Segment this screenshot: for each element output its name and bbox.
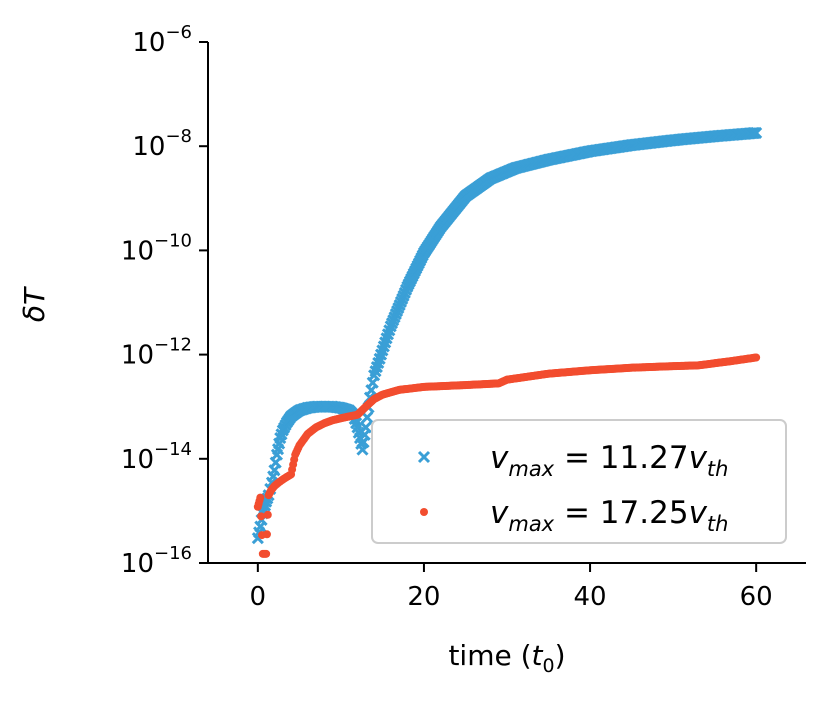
y-tick-label: 10−10 (121, 230, 192, 266)
data-point (752, 353, 761, 362)
data-point (750, 126, 763, 139)
x-axis-label: time (t0) (448, 639, 565, 677)
x-tick-label: 0 (250, 582, 267, 612)
legend-frame (371, 419, 787, 544)
legend-marker (420, 508, 428, 516)
y-ticks: 10−16 10−14 10−12 10−10 10−8 10−6 (121, 22, 208, 579)
series-2 (253, 353, 761, 558)
legend-label: vmax = 11.27vth (490, 440, 728, 481)
legend-label: vmax = 17.25vth (490, 495, 728, 536)
y-tick-label: 10−6 (132, 22, 192, 58)
data-point (262, 549, 271, 558)
y-axis-label: δT (18, 286, 51, 322)
data-point (359, 421, 372, 434)
y-tick-label: 10−8 (132, 126, 192, 162)
legend-entry-1: vmax = 11.27vth (417, 440, 728, 481)
data-point (263, 510, 272, 519)
x-ticks: 0 20 40 60 (250, 563, 773, 612)
series-layer (251, 126, 763, 558)
data-point (361, 411, 374, 424)
x-tick-label: 20 (407, 582, 440, 612)
data-point (262, 530, 271, 539)
y-tick-label: 10−12 (121, 335, 192, 371)
legend-entry-2: vmax = 17.25vth (420, 495, 728, 536)
y-tick-label: 10−14 (121, 439, 192, 475)
data-point (256, 493, 265, 502)
legend: vmax = 11.27vth vmax = 17.25vth (371, 419, 787, 544)
y-tick-label: 10−16 (121, 543, 192, 579)
legend-marker (417, 450, 431, 464)
data-point (257, 512, 266, 521)
legend-entries: vmax = 11.27vth vmax = 17.25vth (417, 440, 728, 536)
x-tick-label: 60 (740, 582, 773, 612)
x-tick-label: 40 (574, 582, 607, 612)
